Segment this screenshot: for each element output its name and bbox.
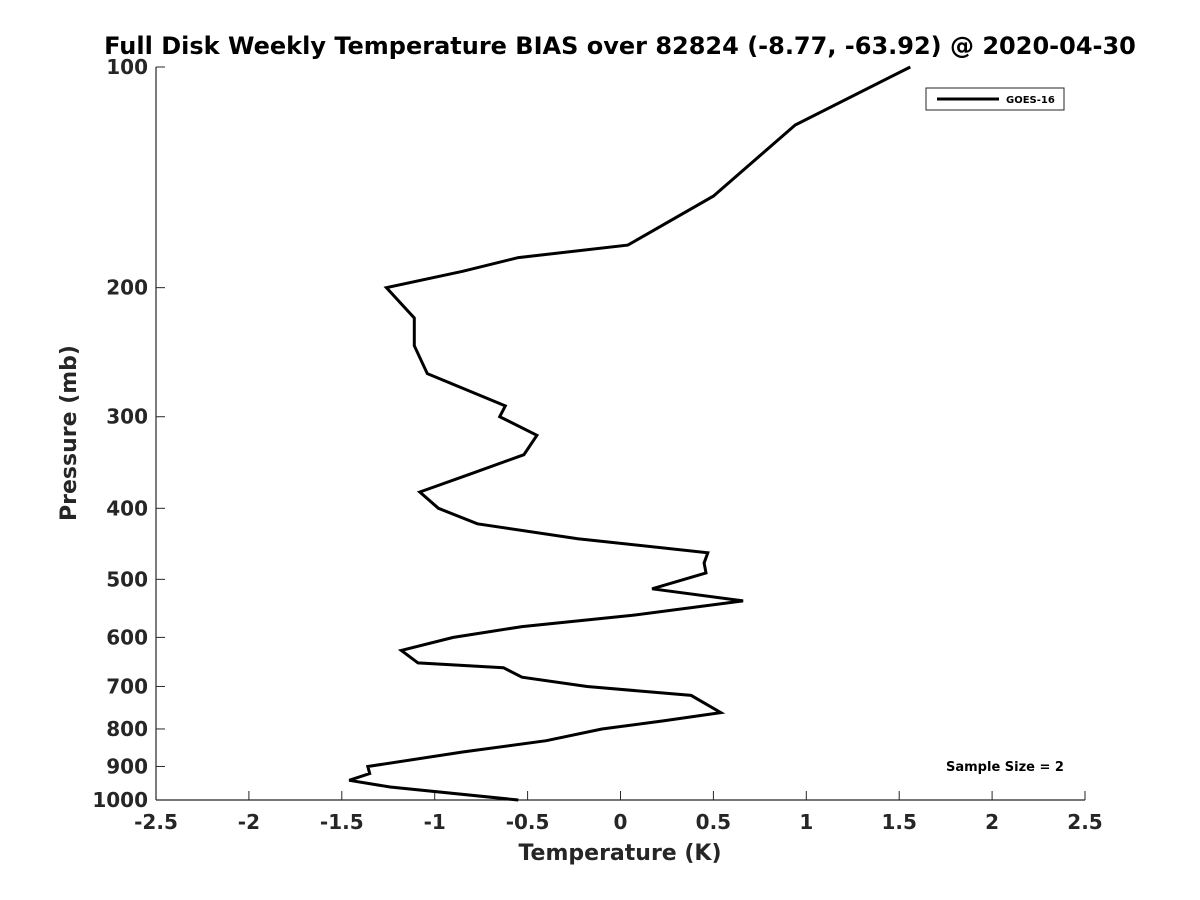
series-line-0 (348, 65, 911, 802)
y-tick-label: 300 (106, 405, 148, 429)
y-tick-label: 800 (106, 717, 148, 741)
series-layer (348, 65, 911, 802)
x-tick-label: 0.5 (696, 810, 731, 834)
x-tick-label: 1 (799, 810, 813, 834)
x-axis-label: Temperature (K) (518, 841, 721, 866)
y-tick-label: 400 (106, 496, 148, 520)
y-tick-label: 700 (106, 674, 148, 698)
x-tick-label: 1.5 (881, 810, 916, 834)
y-axis-label: Pressure (mb) (57, 345, 82, 521)
legend: GOES-16 (925, 87, 1065, 111)
sample-size-annotation: Sample Size = 2 (946, 760, 1064, 775)
x-tick-label: -1 (424, 810, 446, 834)
x-tick-label: -0.5 (506, 810, 550, 834)
y-tick-label: 900 (106, 754, 148, 778)
y-tick-label: 100 (106, 55, 148, 79)
x-tick-label: -1.5 (320, 810, 364, 834)
y-tick-label: 500 (106, 567, 148, 591)
x-tick-label: -2.5 (134, 810, 178, 834)
plot-area (156, 67, 1085, 800)
y-tick-label: 600 (106, 625, 148, 649)
chart-title: Full Disk Weekly Temperature BIAS over 8… (104, 32, 1136, 60)
axis-ticks: -2.5 -2 -1.5 -1 -0.5 0 0.5 1 1.5 2 2.5 100 200 300 400… (92, 55, 1102, 834)
x-tick-label: 0 (614, 810, 628, 834)
x-tick-label: 2.5 (1067, 810, 1102, 834)
y-tick-label: 200 (106, 276, 148, 300)
y-tick-label: 1000 (92, 788, 148, 812)
x-tick-label: 2 (985, 810, 999, 834)
x-tick-label: -2 (238, 810, 260, 834)
legend-label: GOES-16 (1006, 95, 1055, 106)
